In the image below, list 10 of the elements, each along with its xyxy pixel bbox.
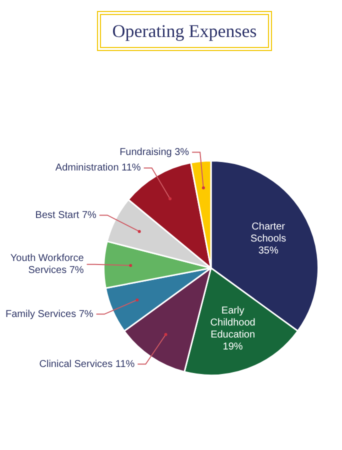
slice-label: Administration 11% — [55, 162, 141, 174]
data-label: 19% — [222, 341, 243, 352]
slice-label: Charter Schools — [250, 222, 286, 245]
slice-label: Clinical Services 11% — [39, 358, 135, 370]
slice-label: Family Services 7% — [6, 308, 94, 320]
slice-label: Fundraising 3% — [120, 147, 190, 158]
slice-label: Early Childhood Education — [210, 305, 256, 340]
slice-label: Best Start 7% — [35, 210, 97, 221]
slice-label: Youth Workforce Services 7% — [10, 253, 84, 276]
data-label: 35% — [258, 246, 278, 257]
